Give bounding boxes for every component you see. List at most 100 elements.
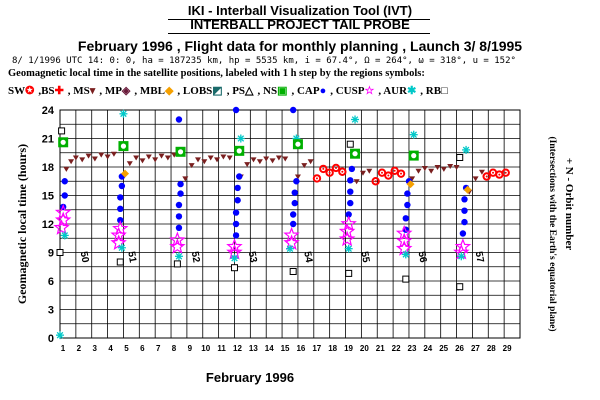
point-ms [415, 168, 422, 174]
orbit-number-label: 55 [358, 251, 371, 264]
point-ms [453, 165, 460, 170]
point-cap [236, 173, 243, 180]
legend-item-10: , AUR✱ [378, 85, 417, 97]
legend-item-1: ,BS✚ [38, 85, 64, 97]
legend-item-11: , RB□ [420, 85, 448, 97]
x-tick-label: 6 [140, 344, 145, 353]
point-ms [214, 157, 221, 163]
point-ms [282, 156, 289, 162]
x-tick-label: 14 [265, 344, 274, 353]
point-sw [384, 171, 393, 180]
point-ms [126, 161, 133, 167]
legend-label: , AUR [378, 85, 408, 97]
point-cap [461, 207, 468, 214]
legend-symbol-icon: ✚ [54, 85, 64, 97]
right-axis-sublabel: (Intersections with the Earth's equatori… [547, 136, 558, 331]
point-mbl [406, 180, 415, 189]
point-aur [344, 244, 353, 253]
point-cusp [169, 231, 186, 248]
point-ms [353, 179, 360, 185]
legend-symbol-icon: □ [441, 85, 448, 97]
point-ns [408, 150, 419, 161]
point-ms [182, 176, 189, 182]
x-tick-label: 7 [156, 344, 161, 353]
x-tick-label: 26 [455, 344, 464, 353]
point-sw [338, 167, 347, 176]
point-sw [501, 168, 510, 177]
y-axis-label: Geomagnetic local time (hours) [15, 144, 29, 304]
legend-symbol-icon: ◆ [164, 85, 174, 97]
x-tick-label: 11 [217, 344, 226, 353]
point-ms [250, 157, 257, 163]
x-tick-label: 13 [249, 344, 258, 353]
point-ns [350, 148, 361, 159]
point-cap [291, 189, 298, 196]
point-ms [72, 155, 79, 161]
point-cusp [110, 234, 127, 251]
point-ms [307, 159, 314, 165]
x-tick-label: 1 [61, 344, 66, 353]
point-ms [472, 176, 479, 182]
point-ms [188, 163, 195, 169]
point-rb [345, 269, 353, 277]
point-cusp [110, 226, 127, 243]
point-ms [244, 162, 251, 168]
project-title: INTERBALL PROJECT TAIL PROBE [190, 17, 410, 32]
point-cap [459, 230, 467, 237]
point-cusp [53, 219, 70, 235]
point-ms [478, 169, 485, 175]
point-cusp [283, 226, 300, 243]
point-rb [116, 258, 124, 266]
point-aur [351, 115, 360, 124]
x-tick-label: 21 [376, 344, 385, 353]
point-ms [79, 157, 86, 163]
point-cap [348, 165, 356, 173]
y-tick-label: 0 [48, 333, 54, 345]
legend-item-4: , MBL◆ [134, 85, 174, 97]
legend-item-9: , CUSP☆ [330, 85, 375, 97]
y-tick-label: 18 [42, 162, 54, 174]
legend-label: , MP [99, 85, 122, 97]
point-ms [133, 155, 140, 161]
legend-item-7: , NS▣ [258, 85, 289, 97]
y-tick-label: 9 [48, 248, 54, 260]
point-cap [177, 190, 184, 197]
x-tick-label: 20 [360, 344, 369, 353]
point-rb [289, 268, 297, 275]
legend-label: , RB [420, 85, 442, 97]
point-cusp [340, 215, 357, 232]
point-ns [234, 145, 245, 156]
point-sw [371, 177, 380, 186]
point-mbl [463, 185, 472, 194]
point-cap [175, 116, 183, 123]
point-aur [56, 331, 64, 340]
point-ms [263, 156, 270, 162]
orbit-number-label: 51 [125, 251, 138, 264]
point-ms [110, 151, 117, 157]
point-ms [158, 153, 165, 159]
y-tick-label: 3 [48, 305, 54, 317]
y-tick-label: 12 [42, 219, 54, 231]
point-aur [117, 243, 126, 252]
legend-item-5: , LOBS◩ [177, 85, 223, 97]
point-cap [61, 192, 68, 199]
y-tick-label: 15 [42, 191, 54, 203]
point-ns [175, 146, 186, 157]
legend-label: , NS [257, 85, 278, 97]
app-title: IKI - Interball Visualization Tool (IVT) [187, 3, 413, 18]
point-ms [164, 155, 171, 161]
point-ms [139, 158, 146, 164]
point-ms [145, 154, 152, 160]
legend-item-6: , PS△ [227, 85, 255, 97]
orbit-number-label: 52 [189, 251, 202, 264]
x-tick-label: 2 [77, 344, 82, 353]
point-sw [482, 172, 491, 181]
x-tick-label: 12 [233, 344, 242, 353]
point-ms [409, 176, 416, 182]
point-ms [428, 168, 435, 174]
point-cusp [395, 224, 413, 241]
point-rb [230, 264, 238, 272]
right-axis-label: + N - Orbit number [563, 158, 575, 251]
point-cap [289, 211, 297, 218]
